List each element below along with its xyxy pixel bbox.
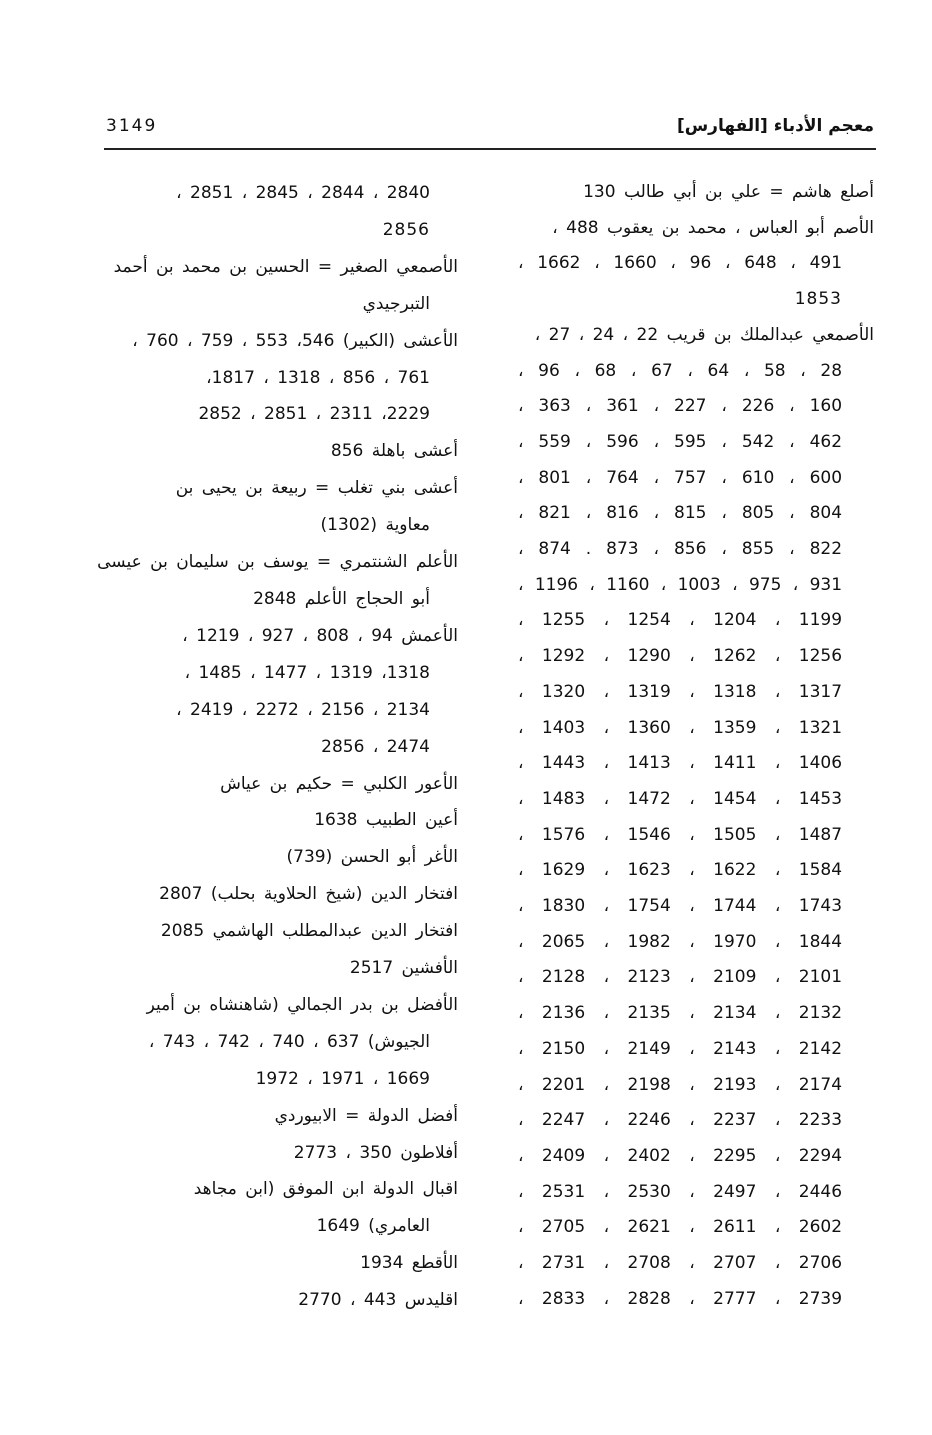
index-column-right: أصلع هاشم = علي بن أبي طالب 130 الأصم أبو…	[518, 175, 874, 1318]
index-entry-continuation: 1584 ، 1622 ، 1623 ، 1629 ،	[518, 860, 843, 881]
index-entry-continuation: 1317 ، 1318 ، 1319 ، 1320 ،	[518, 681, 843, 702]
index-entry-continuation: 2132 ، 2134 ، 2135 ، 2136 ،	[518, 1003, 843, 1024]
index-entry-continuation: 28 ، 58 ، 64 ، 67 ، 68 ، 96 ،	[518, 360, 843, 381]
index-entry-continuation: 1853	[794, 289, 842, 310]
index-entry: الأفضل بن بدر الجمالي (شاهنشاه بن أمير	[146, 994, 458, 1015]
index-entry-continuation: 2706 ، 2707 ، 2708 ، 2731 ،	[518, 1253, 843, 1274]
index-entry: أفلاطون 350 ، 2773	[293, 1142, 458, 1163]
index-entry-continuation: 1743 ، 1744 ، 1754 ، 1830 ،	[518, 896, 843, 917]
index-entry-continuation: أبو الحجاج الأعلم 2848	[253, 588, 430, 609]
page-number: 3149	[106, 116, 158, 136]
index-entry-continuation: 491 ، 648 ، 96 ، 1660 ، 1662 ،	[518, 253, 843, 274]
index-entry-continuation: 2233 ، 2237 ، 2246 ، 2247 ،	[518, 1110, 843, 1131]
index-entry-continuation: 2474 ، 2856	[321, 736, 430, 757]
index-entry-continuation: 1453 ، 1454 ، 1472 ، 1483 ،	[518, 788, 843, 809]
index-entry-continuation: 1256 ، 1262 ، 1290 ، 1292 ،	[518, 646, 843, 667]
index-entry-continuation: 822 ، 855 ، 856 ، 873 . 874 ،	[518, 539, 843, 560]
index-entry-continuation: 1406 ، 1411 ، 1413 ، 1443 ،	[518, 753, 843, 774]
index-entry: أصلع هاشم = علي بن أبي طالب 130	[583, 182, 874, 202]
index-entry-continuation: 1318، 1319 ، 1477 ، 1485 ،	[184, 662, 430, 683]
index-entry-continuation: معاوية (1302)	[320, 515, 430, 536]
index-entry: اقبال الدولة ابن الموفق (ابن مجاهد	[193, 1179, 458, 1200]
index-entry-continuation: الجيوش) 637 ، 740 ، 742 ، 743 ،	[148, 1031, 430, 1052]
index-entry: الأعلم الشنتمري = يوسف بن سليمان بن عيسى	[97, 552, 458, 573]
running-header-title: معجم الأدباء [الفهارس]	[676, 116, 874, 136]
index-column-left: 2840 ، 2844 ، 2845 ، 2851 ، 2856 الأصمعي ا…	[97, 175, 458, 1319]
index-entry-continuation: 804 ، 805 ، 815 ، 816 ، 821 ،	[518, 503, 843, 524]
index-entry-continuation: 1321 ، 1359 ، 1360 ، 1403 ،	[518, 717, 843, 738]
index-entry: افتخار الدين عبدالمطلب الهاشمي 2085	[160, 921, 458, 942]
index-entry-continuation: التبرجيدي	[362, 293, 430, 314]
index-entry-continuation: 761 ، 856 ، 1318 ، 1817،	[206, 367, 430, 388]
index-entry: الأصم أبو العباس ، محمد بن يعقوب 488 ،	[552, 217, 874, 238]
index-entry: الأعور الكلبي = حكيم بن عياش	[220, 773, 458, 794]
index-entry-continuation: 2174 ، 2193 ، 2198 ، 2201 ،	[518, 1074, 843, 1095]
index-entry-continuation: 462 ، 542 ، 595 ، 596 ، 559 ،	[518, 431, 843, 452]
index-entry-continuation: 1669 ، 1971 ، 1972	[255, 1068, 430, 1089]
index-entry-continuation: 2446 ، 2497 ، 2530 ، 2531 ،	[518, 1181, 843, 1202]
index-entry-continuation: العامري) 1649	[316, 1216, 430, 1237]
index-entry: أعين الطبيب 1638	[314, 810, 458, 831]
index-entry-continuation: 2101 ، 2109 ، 2123 ، 2128 ،	[518, 967, 843, 988]
index-entry-continuation: 2142 ، 2143 ، 2149 ، 2150 ،	[518, 1038, 843, 1059]
index-entry: الأعشى (الكبير) 546، 553 ، 759 ، 760 ،	[132, 330, 458, 351]
index-entry-continuation: 2602 ، 2611 ، 2621 ، 2705 ،	[518, 1217, 843, 1238]
index-entry: الأفشين 2517	[349, 958, 458, 979]
index-entry-continuation: 600 ، 610 ، 757 ، 764 ، 801 ،	[518, 467, 843, 488]
index-entry: افتخار الدين (شيخ الحلاوية بحلب) 2807	[159, 884, 458, 905]
index-entry-continuation: 2294 ، 2295 ، 2402 ، 2409 ،	[518, 1145, 843, 1166]
index-entry: الأعمش 94 ، 808 ، 927 ، 1219 ،	[182, 625, 458, 646]
index-entry: أعشى بني تغلب = ربيعة بن يحيى بن	[175, 478, 458, 499]
index-entry: الأصمعي الصغير = الحسين بن محمد بن أحمد	[113, 256, 458, 277]
index-entry-continuation: 2134 ، 2156 ، 2272 ، 2419 ،	[176, 699, 430, 720]
index-entry: الأغر أبو الحسن (739)	[286, 847, 458, 868]
index-entry: اقليدس 443 ، 2770	[298, 1290, 458, 1311]
index-entry-continuation: 2229، 2311 ، 2851 ، 2852	[198, 404, 430, 425]
index-entry: الأقطع 1934	[360, 1253, 458, 1274]
index-entry-continuation: 2856	[382, 219, 430, 240]
index-entry-continuation: 160 ، 226 ، 227 ، 361 ، 363 ،	[518, 396, 843, 417]
index-entry: أفضل الدولة = الابيوردي	[274, 1105, 458, 1126]
index-entry-continuation: 2840 ، 2844 ، 2845 ، 2851 ،	[176, 183, 430, 203]
index-entry-continuation: 1199 ، 1204 ، 1254 ، 1255 ،	[518, 610, 843, 631]
index-entry: أعشى باهلة 856	[330, 441, 458, 462]
index-entry-continuation: 2739 ، 2777 ، 2828 ، 2833 ،	[518, 1288, 843, 1309]
index-entry-continuation: 1844 ، 1970 ، 1982 ، 2065 ،	[518, 931, 843, 952]
header-rule	[104, 148, 876, 150]
index-entry: الأصمعي عبدالملك بن قريب 22 ، 24 ، 27 ،	[534, 324, 874, 345]
index-entry-continuation: 1487 ، 1505 ، 1546 ، 1576 ،	[518, 824, 843, 845]
index-entry-continuation: 931 ، 975 ، 1003 ، 1160 ، 1196 ،	[518, 574, 843, 595]
